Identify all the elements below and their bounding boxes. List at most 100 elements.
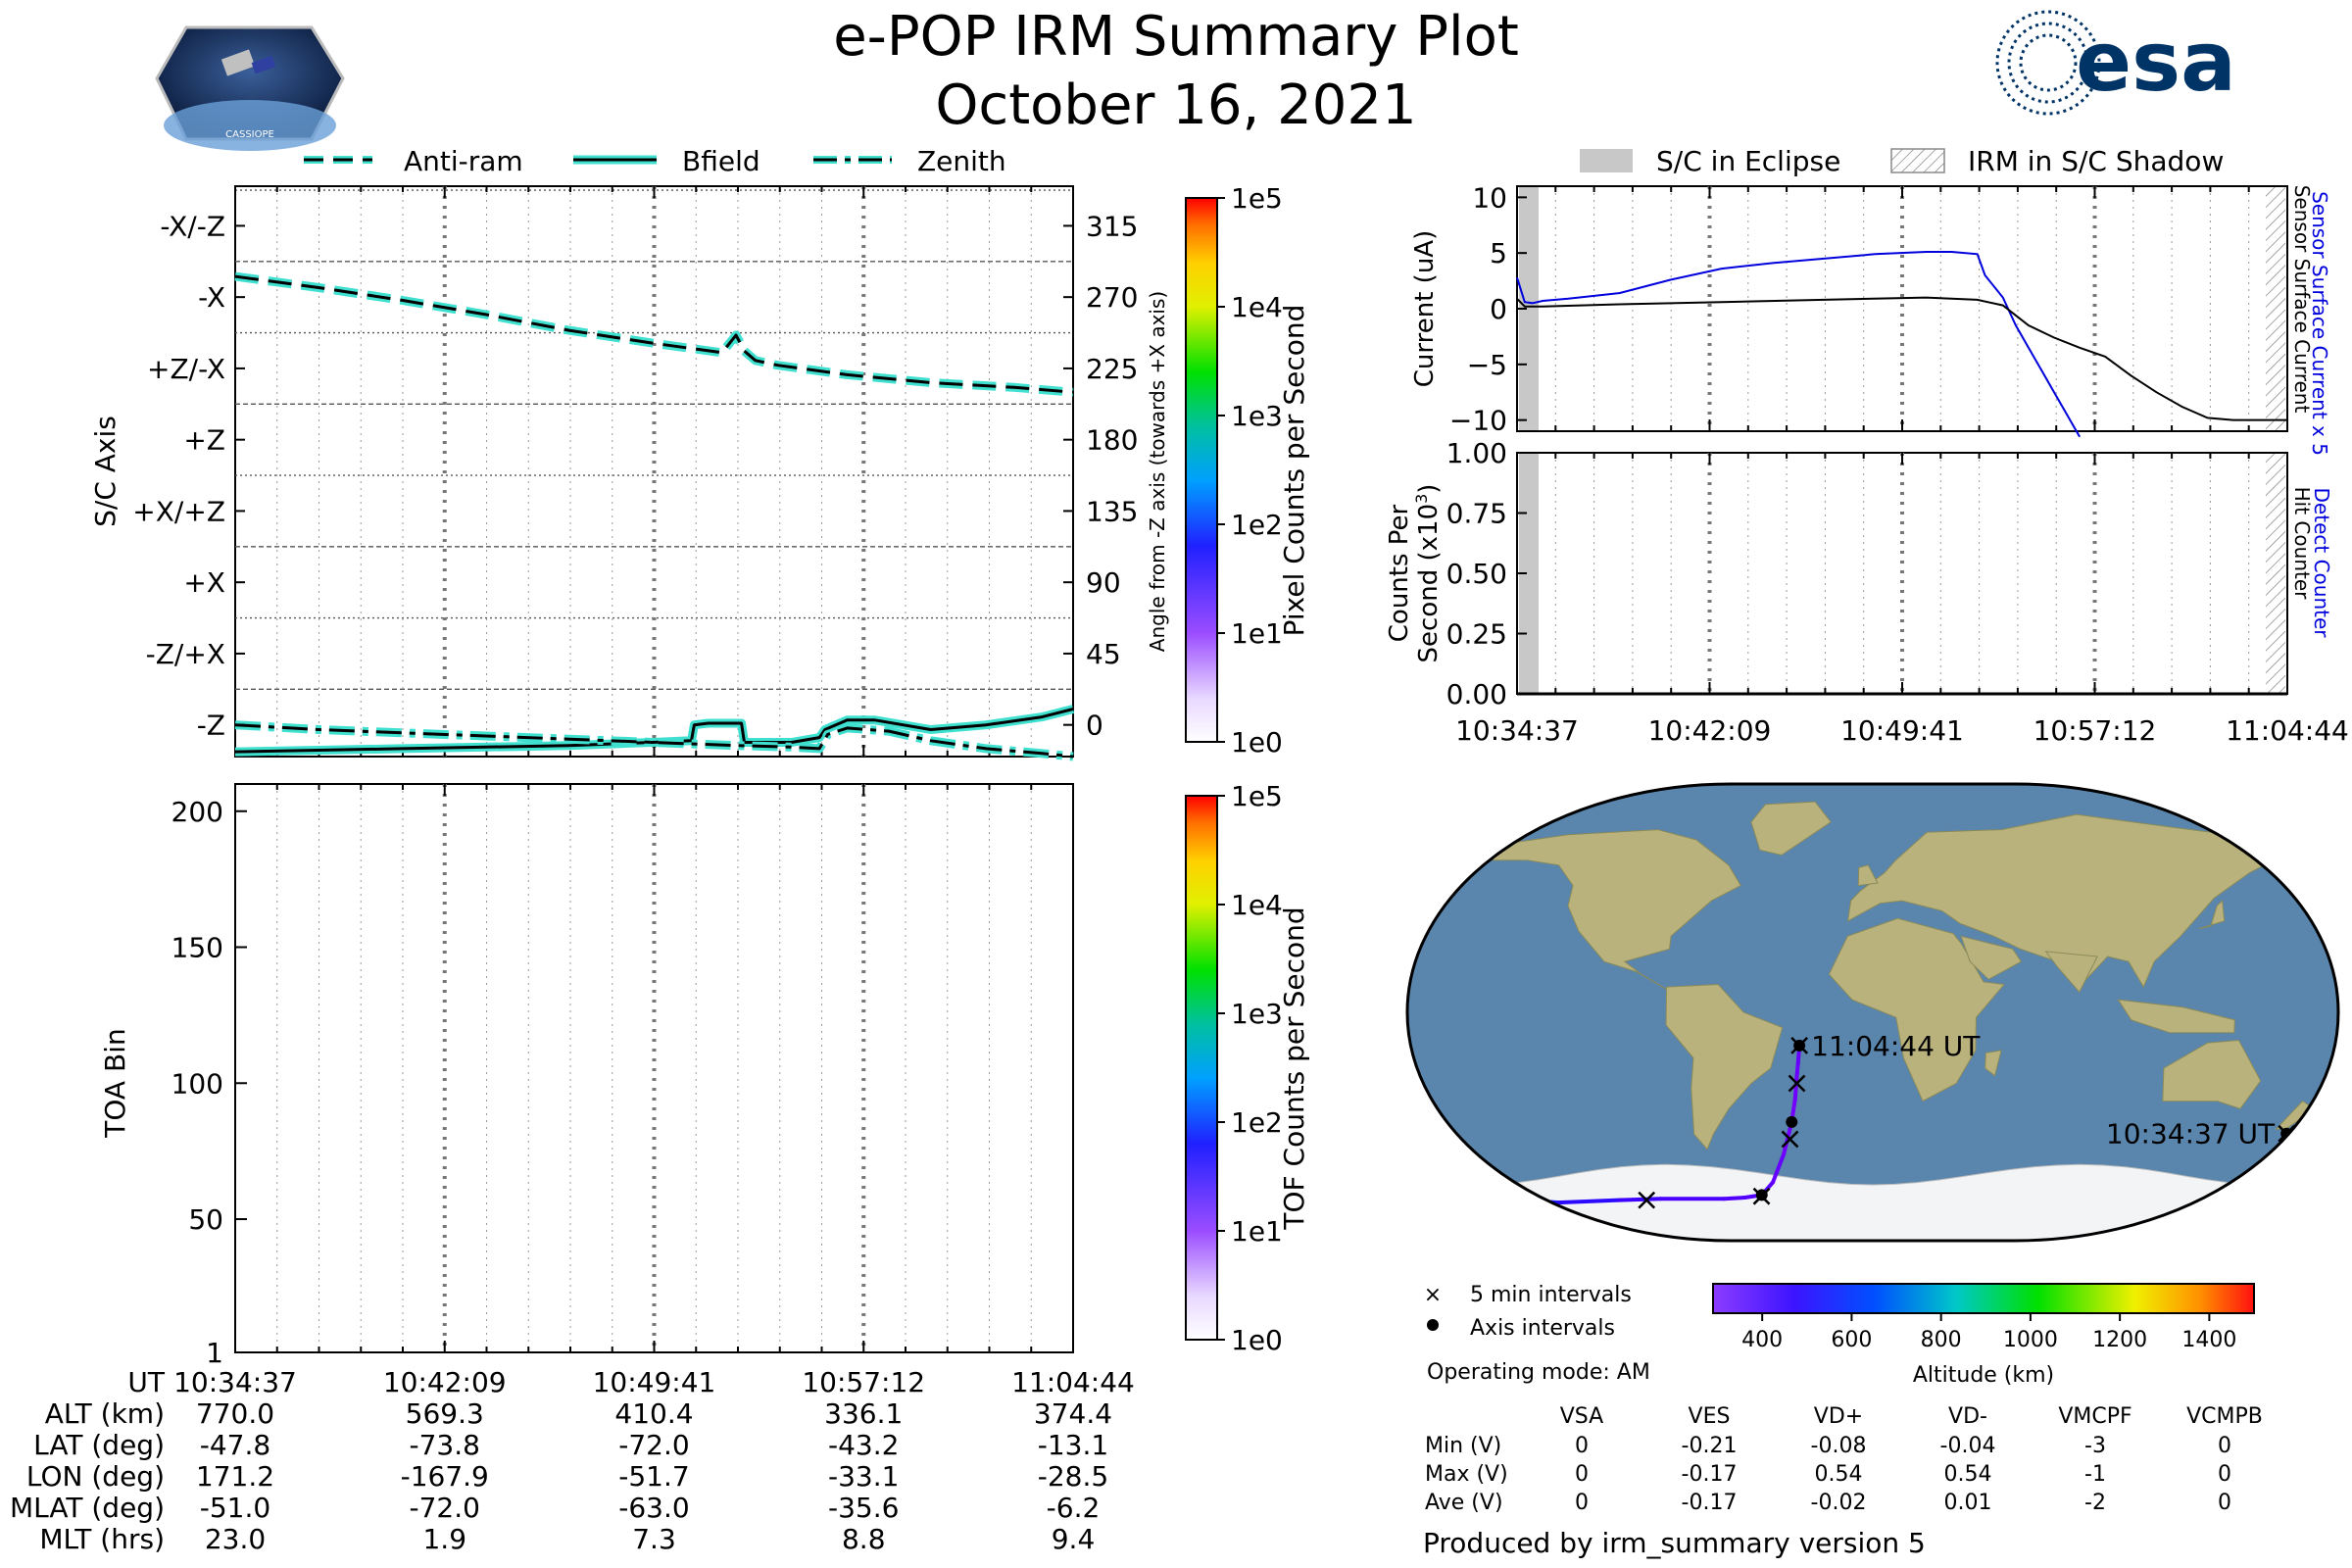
legend-shadow: IRM in S/C Shadow	[1968, 145, 2224, 177]
current-tick-label: −10	[1449, 405, 1507, 437]
voltage-header: VMCPF	[2058, 1404, 2132, 1429]
toa-bin-panel: 10:34:37 10:42:09 10:49:41 10:57:12 11:04:44…	[99, 783, 1135, 1398]
sc-axis-panel: -Z -Z/+X +X +X/+Z +Z +Z/-X -X -X/-Z 0 45 90 135 180…	[89, 185, 1169, 761]
pixel-counts-colorbar: 1e5 1e4 1e3 1e2 1e1 1e0 Pixel Counts per Seco…	[1185, 182, 1310, 759]
orbit-track-segment	[1794, 1060, 1800, 1081]
time-tick-label: 10:57:12	[2034, 714, 2157, 747]
angle-tick-label: 45	[1086, 638, 1121, 670]
series-zenith	[234, 723, 1074, 759]
time-tick-label: 10:42:09	[1648, 714, 1772, 747]
ephemeris-cell: -72.0	[410, 1492, 480, 1524]
ephemeris-cell: 8.8	[842, 1523, 886, 1555]
five-min-marker	[1781, 1130, 1799, 1149]
colorbar-tick-label: 1e1	[1231, 617, 1283, 650]
current-tick-label: 10	[1472, 181, 1507, 214]
voltage-row-label: Max (V)	[1425, 1462, 1508, 1487]
pixel-colorbar-label: Pixel Counts per Second	[1278, 305, 1310, 637]
altitude-tick-label: 1000	[2003, 1328, 2058, 1352]
colorbar-tick-label: 1e2	[1231, 1106, 1283, 1139]
shadow-band	[2266, 187, 2285, 430]
esa-logo: esa	[1995, 10, 2236, 116]
voltage-cell: 0.54	[1815, 1462, 1863, 1487]
axis-interval-dot	[1793, 1039, 1806, 1052]
counts-tick-label: 0.50	[1446, 558, 1507, 590]
orbit-end-label: 11:04:44 UT	[1811, 1030, 1981, 1062]
land-uk	[1857, 864, 1879, 887]
ephemeris-cell: -43.2	[828, 1429, 899, 1461]
counts-tick-label: 1.00	[1446, 437, 1507, 469]
time-tick-label: 10:57:12	[802, 1366, 925, 1398]
angle-tick-label: 180	[1086, 424, 1138, 457]
operating-mode: Operating mode: AM	[1427, 1360, 1650, 1385]
page-subtitle-date: October 16, 2021	[935, 74, 1416, 137]
hit-counter-label: Hit Counter	[2290, 487, 2314, 600]
ephemeris-cell: -35.6	[828, 1492, 899, 1524]
detect-counter-label: Detect Counter	[2310, 488, 2333, 639]
five-min-marker	[1788, 1074, 1806, 1093]
ephemeris-cell: -167.9	[401, 1460, 489, 1493]
ephemeris-row-label: LON (deg)	[26, 1460, 165, 1493]
voltage-cell: -1	[2084, 1462, 2106, 1487]
ephemeris-cell: 336.1	[824, 1397, 903, 1430]
orbit-map: 11:04:44 UT 10:34:37 UT	[1405, 782, 2340, 1243]
voltage-table: VSA VES VD+ VD- VMCPF VCMPB Min (V) 0 -0.21 -0.08…	[1425, 1404, 2263, 1515]
ephemeris-cell: -13.1	[1038, 1429, 1108, 1461]
counts-ylabel-close: )	[1414, 484, 1444, 494]
voltage-cell: 0	[1575, 1434, 1589, 1458]
altitude-colorbar-label: Altitude (km)	[1913, 1363, 2054, 1388]
current-tick-label: 5	[1490, 237, 1507, 270]
land-north-america	[1492, 829, 1742, 993]
ephemeris-row-label: LAT (deg)	[33, 1429, 165, 1461]
voltage-cell: 0	[1575, 1491, 1589, 1515]
orbit-track-segment	[1722, 1195, 1747, 1201]
time-tick-label: 10:34:37	[173, 1366, 297, 1398]
colorbar-tick-label: 1e5	[1231, 182, 1283, 215]
ephemeris-cell: 1.9	[422, 1523, 466, 1555]
voltage-cell: 0.54	[1944, 1462, 1992, 1487]
time-tick-label: 11:04:44	[2226, 714, 2349, 747]
ephemeris-row-label: UT	[127, 1366, 165, 1398]
sc-axis-ylabel: S/C Axis	[89, 416, 122, 527]
orbit-track-segment	[1556, 1198, 1622, 1205]
colorbar-tick-label: 1e1	[1231, 1215, 1283, 1248]
sc-axis-tick-label: -Z/+X	[146, 638, 225, 670]
time-tick-label: 10:34:37	[1455, 714, 1579, 747]
voltage-cell: 0	[2218, 1434, 2231, 1458]
land-eurasia	[1846, 813, 2285, 989]
tof-counts-colorbar: 1e5 1e4 1e3 1e2 1e1 1e0 TOF Counts per Second	[1185, 780, 1310, 1356]
angle-tick-label: 315	[1086, 210, 1138, 242]
ephemeris-cell: -47.8	[200, 1429, 270, 1461]
land-south-america	[1665, 983, 1784, 1151]
angle-right-label: Angle from -Z axis (towards +X axis)	[1146, 291, 1169, 652]
legend-eclipse-shadow: S/C in Eclipse IRM in S/C Shadow	[1580, 145, 2224, 177]
voltage-cell: -0.21	[1682, 1434, 1738, 1458]
colorbar-tick-label: 1e4	[1231, 291, 1283, 323]
surface-current-label: Sensor Surface Current	[2290, 185, 2314, 414]
land-africa	[1828, 917, 2006, 1102]
voltage-header: VES	[1689, 1404, 1731, 1429]
ephemeris-row-label: MLT (hrs)	[39, 1523, 165, 1555]
ephemeris-cell: 569.3	[406, 1397, 484, 1430]
ephemeris-cell: -73.8	[410, 1429, 480, 1461]
five-min-legend: 5 min intervals	[1470, 1283, 1632, 1307]
legend-bfield: Bfield	[682, 145, 760, 177]
land-indonesia	[2117, 999, 2235, 1034]
page-title: e-POP IRM Summary Plot	[833, 5, 1519, 69]
voltage-cell: 0.01	[1944, 1491, 1992, 1515]
voltage-cell: -0.08	[1811, 1434, 1867, 1458]
counts-ylabel-line1: Counts Per	[1385, 504, 1414, 642]
counts-tick-label: 0.00	[1446, 678, 1507, 710]
eclipse-band	[1519, 187, 1539, 430]
counts-ylabel-main: Second (x10	[1414, 504, 1444, 663]
colorbar-tick-label: 1e3	[1231, 998, 1283, 1030]
orbit-start-label: 10:34:37 UT	[2106, 1118, 2276, 1151]
ephemeris-cell: 374.4	[1034, 1397, 1112, 1430]
toa-tick-label: 1	[206, 1337, 223, 1369]
land-arabia	[1960, 935, 2023, 980]
map-legend: × 5 min intervals Axis intervals Operati…	[1424, 1283, 1650, 1385]
altitude-tick-label: 1200	[2092, 1328, 2147, 1352]
ephemeris-row-label: ALT (km)	[45, 1397, 165, 1430]
current-tick-label: −5	[1467, 349, 1507, 381]
ephemeris-cell: 9.4	[1052, 1523, 1096, 1555]
voltage-cell: -3	[2084, 1434, 2106, 1458]
